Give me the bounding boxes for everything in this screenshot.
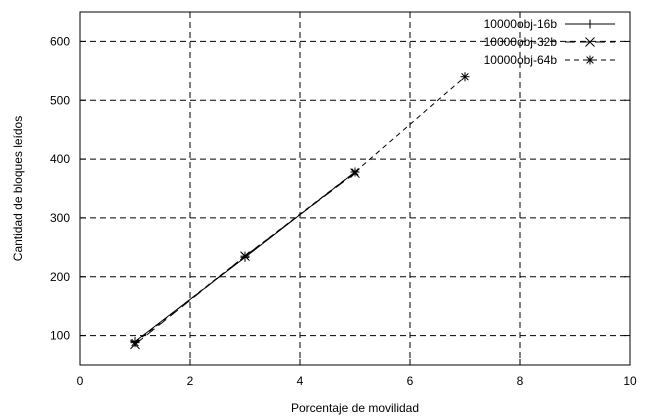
legend-label: 10000obj-16b xyxy=(484,17,558,31)
axis-ticks: 0 2 4 6 8 10 100 200 300 400 500 600 xyxy=(50,12,637,388)
plot-area-frame xyxy=(79,11,631,366)
y-tick-label: 600 xyxy=(50,34,70,48)
data-point-star-marker xyxy=(130,338,140,348)
data-point-star-marker xyxy=(585,55,595,65)
x-axis-title: Porcentaje de movilidad xyxy=(291,401,419,415)
legend-label: 10000obj-64b xyxy=(484,53,558,67)
y-tick-label: 500 xyxy=(50,93,70,107)
legend-entry: 10000obj-64b xyxy=(484,53,615,67)
x-tick-label: 6 xyxy=(407,374,414,388)
marker-stroke xyxy=(351,168,359,176)
x-tick-label: 2 xyxy=(187,374,194,388)
data-point-plus-marker xyxy=(585,19,595,29)
x-tick-label: 4 xyxy=(297,374,304,388)
legend: 10000obj-16b 10000obj-32b 10000obj-64b xyxy=(484,17,615,67)
data-point-cross-marker xyxy=(585,37,595,47)
y-axis-title: Cantidad de bloques leídos xyxy=(11,116,25,261)
y-tick-label: 300 xyxy=(50,211,70,225)
marker-stroke xyxy=(585,37,595,47)
data-point-star-marker xyxy=(460,72,470,82)
x-tick-label: 10 xyxy=(623,374,637,388)
series-group xyxy=(130,72,470,350)
data-point-star-marker xyxy=(350,167,360,177)
series-line xyxy=(134,76,466,344)
legend-entry: 10000obj-32b xyxy=(484,35,615,49)
y-tick-label: 100 xyxy=(50,329,70,343)
y-tick-label: 400 xyxy=(50,152,70,166)
marker-stroke xyxy=(461,72,469,81)
marker-stroke xyxy=(131,338,139,347)
series-10000obj-64b xyxy=(130,72,470,348)
legend-label: 10000obj-32b xyxy=(484,35,558,49)
marker-stroke xyxy=(241,252,249,260)
y-tick-label: 200 xyxy=(50,270,70,284)
legend-entry: 10000obj-16b xyxy=(484,17,615,31)
data-point-star-marker xyxy=(240,251,250,261)
x-tick-label: 0 xyxy=(77,374,84,388)
grid-lines xyxy=(80,12,630,365)
x-tick-label: 8 xyxy=(517,374,524,388)
marker-stroke xyxy=(586,56,594,64)
